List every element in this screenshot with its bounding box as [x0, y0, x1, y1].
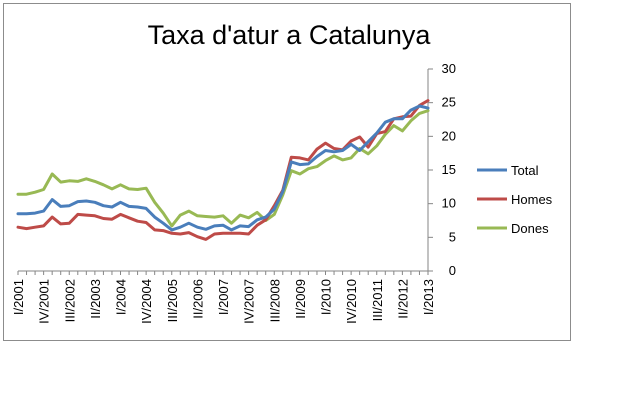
x-tick-label: I/2001	[11, 279, 26, 315]
x-tick-label: I/2007	[216, 279, 231, 315]
y-tick-label: 20	[442, 128, 456, 143]
chart-frame: Taxa d'atur a Catalunya 0 5 10 15 20 25 30 I/20…	[3, 3, 571, 341]
chart-title: Taxa d'atur a Catalunya	[148, 20, 432, 50]
x-tick-label: II/2012	[395, 279, 410, 319]
series-line-dones	[16, 109, 430, 228]
legend-label-homes: Homes	[511, 192, 553, 207]
x-tick-label: I/2013	[421, 279, 436, 315]
axes: 0 5 10 15 20 25 30 I/2001 IV/2001 III/2002 II/2003…	[11, 61, 456, 324]
x-tick-label: IV/2007	[242, 279, 257, 324]
x-tick-label: II/2009	[293, 279, 308, 319]
legend: Total Homes Dones	[477, 163, 553, 236]
series-group	[16, 99, 430, 241]
x-tick-label: III/2011	[370, 279, 385, 321]
series-line-homes	[16, 99, 430, 241]
x-tick-label: III/2005	[165, 279, 180, 322]
x-tick-label: III/2002	[62, 279, 77, 322]
y-tick-label: 5	[449, 229, 456, 244]
y-tick-label: 10	[442, 196, 456, 211]
x-tick-label: I/2004	[114, 279, 129, 315]
x-tick-label: I/2010	[319, 279, 334, 315]
y-tick-label: 25	[442, 95, 456, 110]
y-tick-label: 0	[449, 263, 456, 278]
legend-label-dones: Dones	[511, 221, 549, 236]
x-tick-label: IV/2004	[139, 279, 154, 324]
y-tick-label: 15	[442, 162, 456, 177]
x-tick-label: II/2003	[88, 279, 103, 319]
y-tick-label: 30	[442, 61, 456, 76]
legend-label-total: Total	[511, 163, 539, 178]
x-tick-label: II/2006	[190, 279, 205, 319]
x-tick-label: IV/2010	[344, 279, 359, 324]
x-tick-label: IV/2001	[37, 279, 52, 324]
x-tick-label: III/2008	[267, 279, 282, 322]
series-line-total	[16, 104, 430, 232]
line-chart: Taxa d'atur a Catalunya 0 5 10 15 20 25 30 I/20…	[11, 20, 553, 324]
